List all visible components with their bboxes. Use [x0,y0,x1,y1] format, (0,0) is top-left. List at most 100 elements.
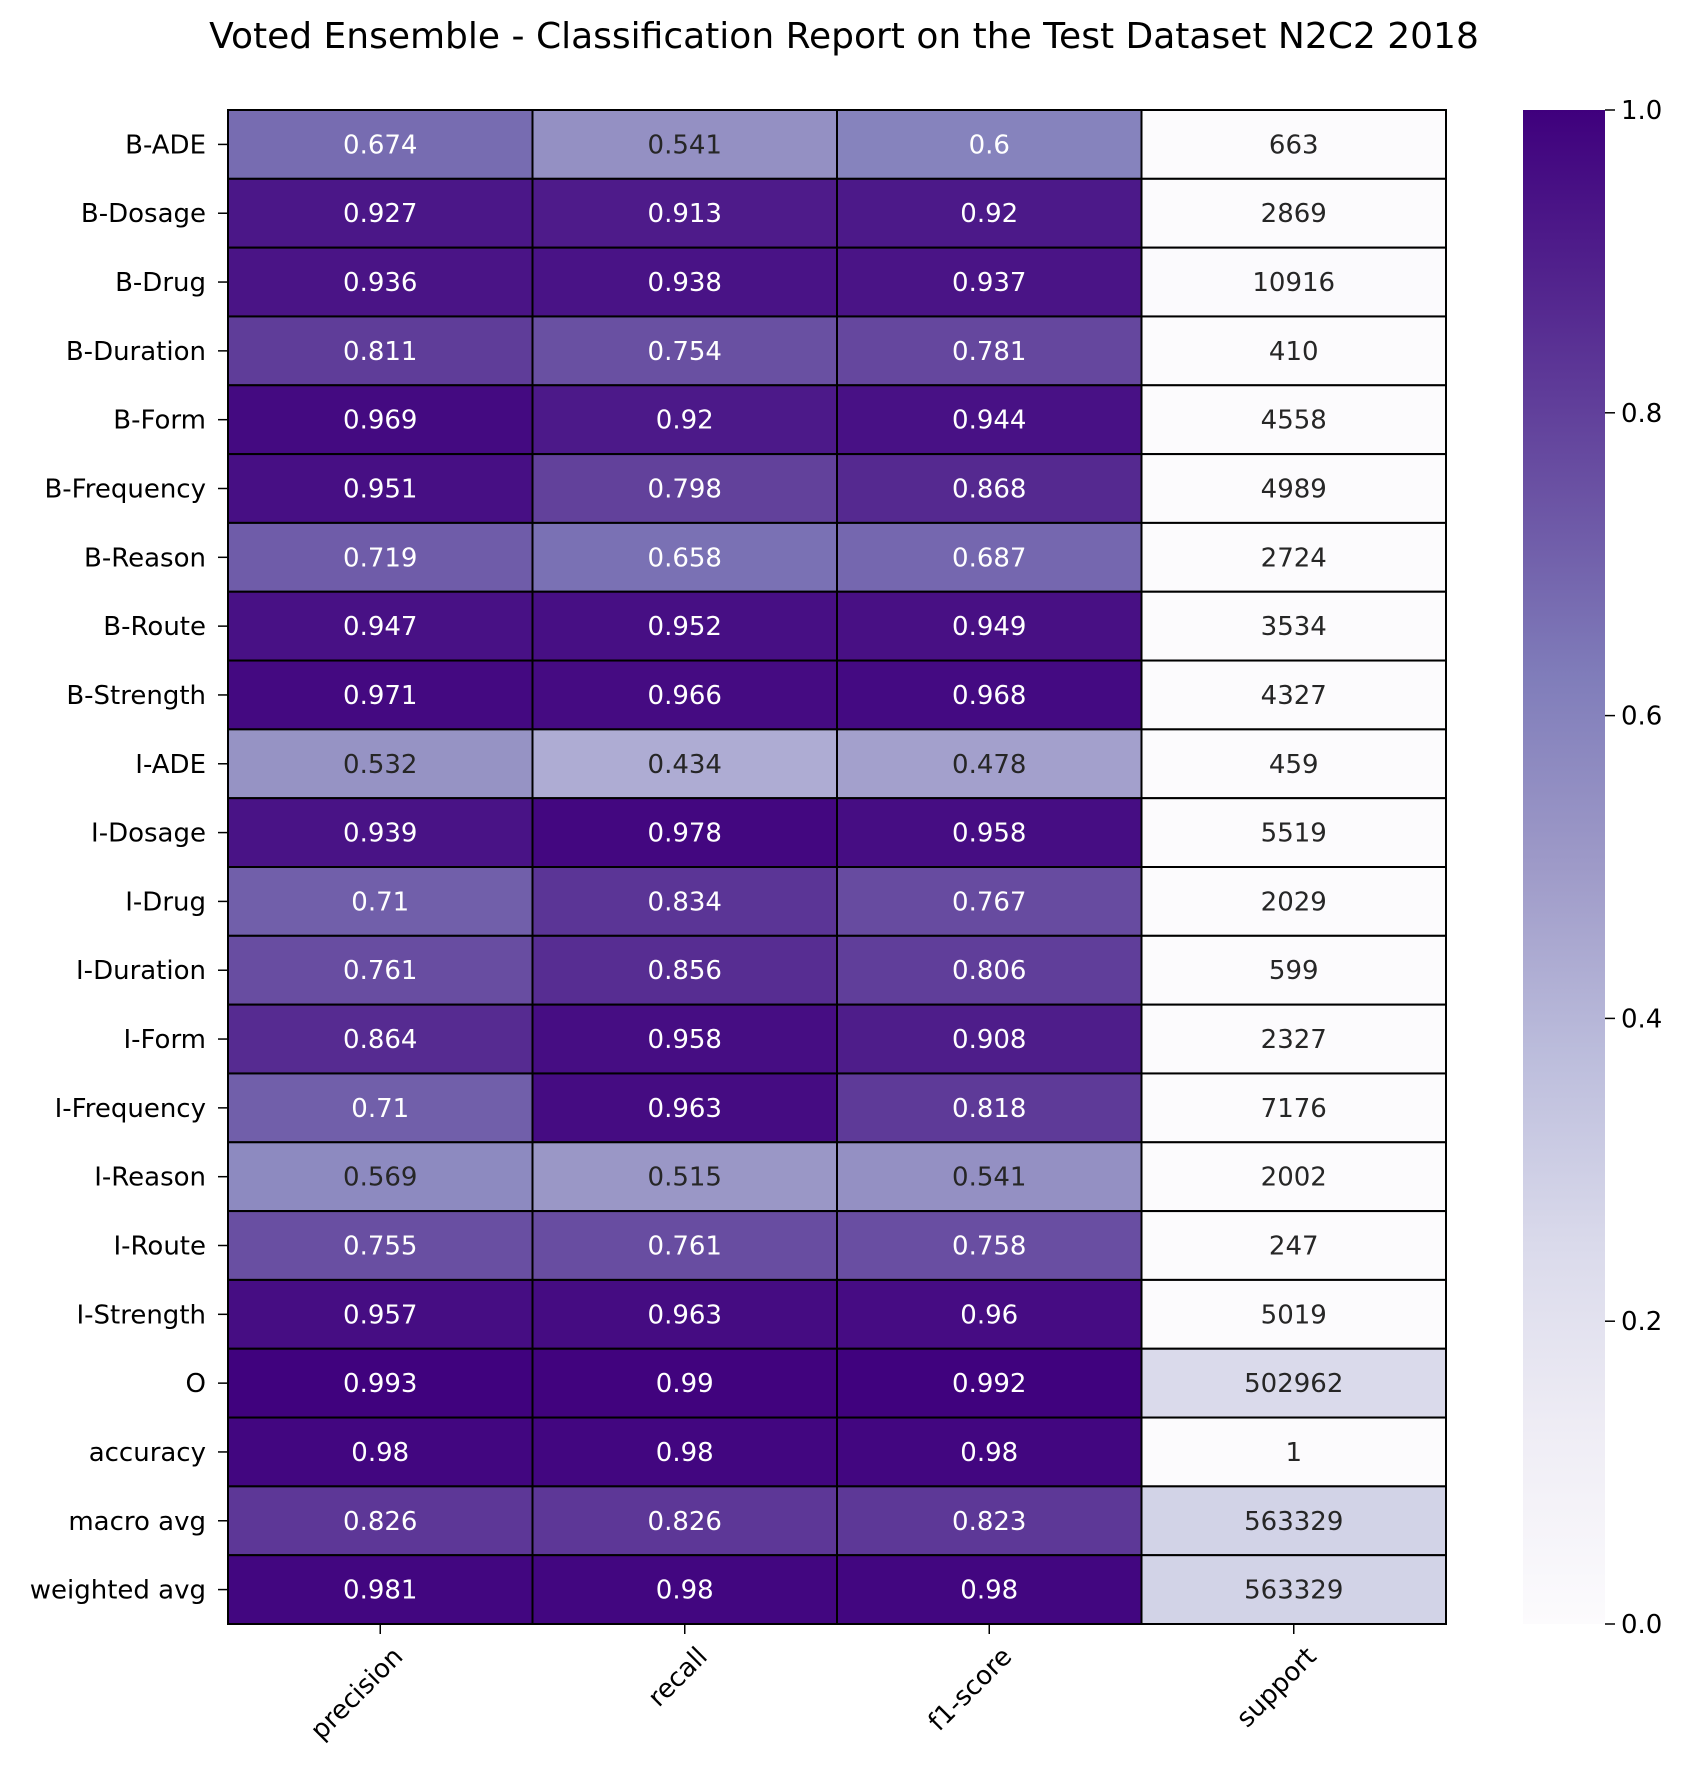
cell-value-label: 410 [1269,337,1319,367]
row-label: I-Route [113,1232,206,1262]
cell-value-label: 0.823 [952,1507,1026,1537]
heatmap-cells: 0.674 0.541 0.6 663 0.927 0.913 0.92 2869 0.936 0… [227,109,1447,1625]
cell-value-label: 0.811 [343,337,417,367]
cell-value-label: 0.92 [960,199,1018,229]
heatmap-cell-o-support [1140,1347,1447,1419]
heatmap-cell-accuracy-f1-score [836,1416,1143,1488]
cell-value-label: 0.434 [648,750,722,780]
row-label: I-Drug [125,887,206,917]
cell-value-label: 0.947 [343,612,417,642]
heatmap-cell-i-ade-f1-score [836,728,1143,800]
heatmap-cell-accuracy-support [1140,1416,1447,1488]
heatmap-cell-i-route-recall [531,1210,838,1281]
heatmap-cell-i-ade-precision [227,728,534,800]
cell-value-label: 563329 [1244,1576,1343,1606]
cell-value-label: 1 [1285,1438,1302,1468]
heatmap-cell-b-frequency-precision [227,453,534,524]
cell-value-label: 0.971 [343,681,417,711]
heatmap-cell-macro-avg-support [1140,1485,1447,1557]
cell-value-label: 2029 [1261,887,1327,917]
heatmap-cell-b-ade-recall [531,109,838,180]
cell-value-label: 0.71 [351,887,409,917]
cell-value-label: 0.719 [343,543,417,573]
heatmap-cell-i-dosage-f1-score [836,797,1143,869]
cell-value-label: 0.908 [952,1025,1026,1055]
cell-value-label: 0.541 [648,130,722,160]
cell-value-label: 0.913 [648,199,722,229]
heatmap-cell-i-route-f1-score [836,1210,1143,1281]
cell-value-label: 0.969 [343,406,417,436]
heatmap-cell-b-frequency-support [1140,453,1447,524]
cell-value-label: 599 [1269,956,1319,986]
cell-value-label: 4558 [1261,406,1327,436]
heatmap-cell-b-dosage-support [1140,177,1447,249]
cell-value-label: 0.98 [960,1438,1018,1468]
cell-value-label: 0.761 [648,1232,722,1262]
colorbar-tick-label: 0.6 [1621,702,1662,732]
cell-value-label: 0.754 [648,337,722,367]
cell-value-label: 10916 [1252,268,1335,298]
heatmap-cell-b-reason-f1-score [836,521,1143,593]
cell-value-label: 0.978 [648,819,722,849]
row-label: B-Reason [84,543,206,573]
cell-value-label: 0.864 [343,1025,417,1055]
cell-value-label: 0.826 [343,1507,417,1537]
cell-value-label: 0.936 [343,268,417,298]
heatmap-cell-i-drug-f1-score [836,866,1143,937]
cell-value-label: 2002 [1261,1163,1327,1193]
heatmap-cell-b-duration-recall [531,315,838,387]
heatmap-cell-b-frequency-recall [531,453,838,524]
cell-value-label: 663 [1269,130,1319,160]
cell-value-label: 0.761 [343,956,417,986]
row-label: I-Strength [76,1300,206,1330]
cell-value-label: 0.963 [648,1300,722,1330]
heatmap-cell-i-form-f1-score [836,1003,1143,1075]
row-label: I-Reason [94,1163,206,1193]
heatmap-cell-b-frequency-f1-score [836,453,1143,524]
heatmap-cell-o-precision [227,1347,534,1419]
cell-value-label: 459 [1269,750,1319,780]
row-label: B-Strength [66,681,206,711]
heatmap-cell-i-dosage-recall [531,797,838,869]
cell-value-label: 0.569 [343,1163,417,1193]
heatmap-cell-b-form-support [1140,384,1447,456]
heatmap-cell-b-drug-support [1140,246,1447,318]
cell-value-label: 0.98 [656,1576,714,1606]
cell-value-label: 0.966 [648,681,722,711]
cell-value-label: 0.868 [952,475,1026,505]
heatmap-cell-i-strength-support [1140,1278,1447,1350]
cell-value-label: 0.826 [648,1507,722,1537]
colorbar-gradient [1523,110,1605,1624]
cell-value-label: 0.981 [343,1576,417,1606]
cell-value-label: 0.798 [648,475,722,505]
cell-value-label: 2869 [1261,199,1327,229]
row-label: weighted avg [30,1576,206,1606]
cell-value-label: 0.71 [351,1094,409,1124]
heatmap-cell-o-f1-score [836,1347,1143,1419]
row-label: B-Dosage [81,199,206,229]
colorbar-tick-label: 0.4 [1621,1004,1662,1034]
heatmap-cell-i-drug-recall [531,866,838,937]
cell-value-label: 0.963 [648,1094,722,1124]
cell-value-label: 0.674 [343,130,417,160]
heatmap-cell-b-form-f1-score [836,384,1143,456]
heatmap-cell-b-form-recall [531,384,838,456]
cell-value-label: 0.755 [343,1232,417,1262]
row-label: accuracy [89,1438,206,1468]
cell-value-label: 0.96 [960,1300,1018,1330]
heatmap-cell-weighted-avg-support [1140,1554,1447,1625]
column-label: recall [642,1642,713,1713]
heatmap-cell-b-strength-support [1140,659,1447,731]
cell-value-label: 0.806 [952,956,1026,986]
heatmap-cell-b-dosage-recall [531,177,838,249]
heatmap-cell-i-reason-precision [227,1141,534,1213]
heatmap-cell-weighted-avg-f1-score [836,1554,1143,1625]
cell-value-label: 563329 [1244,1507,1343,1537]
cell-value-label: 0.92 [656,406,714,436]
heatmap-cell-o-recall [531,1347,838,1419]
heatmap-cell-i-reason-support [1140,1141,1447,1213]
column-label: f1-score [923,1642,1018,1737]
cell-value-label: 0.834 [648,887,722,917]
cell-value-label: 0.532 [343,750,417,780]
